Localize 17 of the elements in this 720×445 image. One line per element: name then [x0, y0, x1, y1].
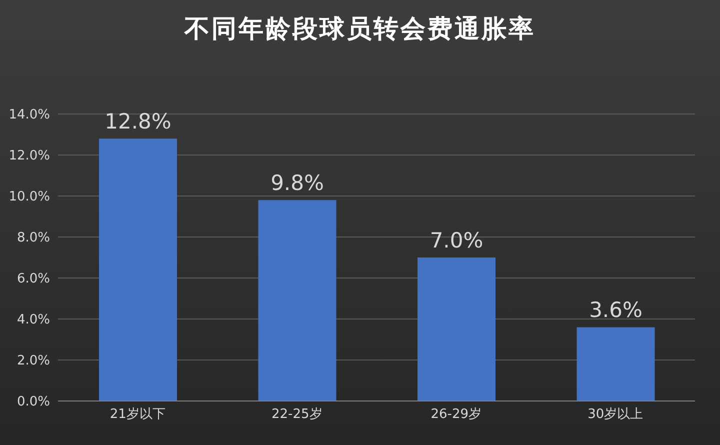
- data-label: 9.8%: [270, 171, 324, 196]
- x-tick-label: 21岁以下: [110, 407, 166, 422]
- y-tick-label: 2.0%: [16, 354, 50, 369]
- y-tick-label: 0.0%: [16, 394, 50, 410]
- data-label: 7.0%: [430, 228, 484, 252]
- y-tick-label: 6.0%: [16, 272, 50, 287]
- x-tick-label: 30岁以上: [588, 407, 644, 422]
- x-tick-label: 22-25岁: [271, 407, 322, 422]
- chart-title: 不同年龄段球员转会费通胀率: [183, 13, 536, 45]
- y-tick-label: 14.0%: [8, 108, 50, 123]
- y-tick-label: 12.0%: [8, 148, 50, 164]
- data-label: 3.6%: [589, 298, 642, 322]
- y-tick-label: 10.0%: [8, 190, 50, 205]
- data-label: 12.8%: [104, 110, 172, 134]
- y-tick-label: 8.0%: [16, 230, 50, 246]
- y-tick-label: 4.0%: [16, 312, 50, 328]
- x-tick-label: 26-29岁: [430, 407, 482, 422]
